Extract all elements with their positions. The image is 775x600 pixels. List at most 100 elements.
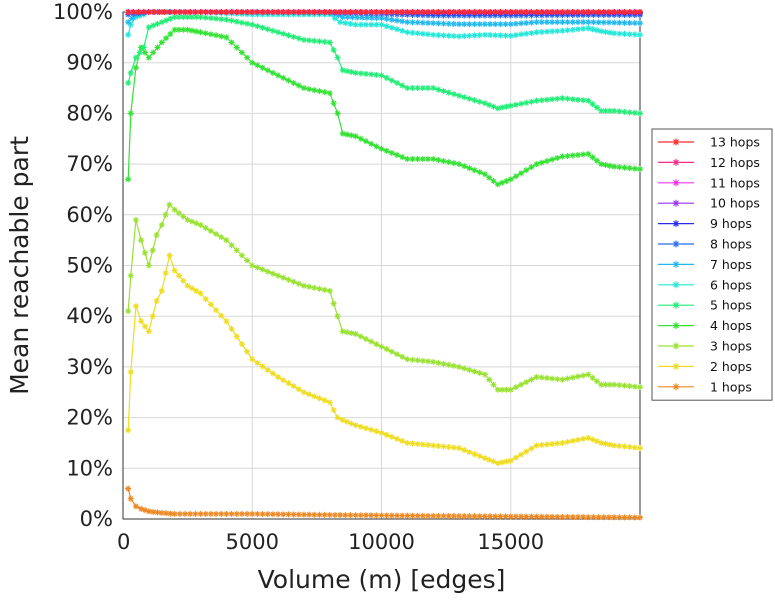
data-point: [197, 221, 204, 228]
data-point: [295, 511, 302, 518]
data-point: [223, 34, 230, 41]
data-point: [605, 514, 612, 521]
data-point: [153, 297, 160, 304]
data-point: [626, 444, 633, 451]
data-point: [378, 21, 385, 28]
data-point: [285, 511, 292, 518]
data-point: [564, 27, 571, 34]
data-point: [631, 383, 638, 390]
data-point: [158, 287, 165, 294]
y-tick-label: 20%: [66, 406, 113, 430]
legend-item: 8 hops: [658, 237, 752, 252]
legend-marker: [672, 199, 680, 207]
data-point: [611, 9, 618, 15]
data-point: [275, 72, 282, 79]
data-point: [213, 307, 220, 314]
data-point: [129, 15, 136, 22]
data-point: [616, 19, 623, 26]
data-point: [352, 9, 359, 15]
data-point: [621, 443, 628, 450]
data-point: [223, 510, 230, 517]
data-point: [280, 377, 287, 384]
legend-marker: [672, 301, 680, 309]
data-point: [290, 9, 297, 15]
legend-label: 3 hops: [710, 339, 752, 354]
data-point: [554, 95, 561, 102]
series-line: [127, 203, 641, 391]
data-point: [461, 365, 468, 372]
data-point: [188, 218, 195, 225]
data-point: [339, 67, 346, 74]
data-point: [306, 391, 313, 398]
data-point: [269, 27, 276, 34]
data-point: [409, 440, 416, 447]
data-point: [153, 232, 160, 239]
data-point: [440, 32, 447, 39]
data-point: [518, 381, 525, 388]
data-point: [445, 512, 452, 519]
data-point: [394, 26, 401, 33]
data-point: [132, 11, 139, 18]
data-point: [339, 328, 346, 335]
data-point: [223, 318, 230, 325]
data-point: [549, 9, 556, 15]
data-point: [569, 513, 576, 520]
data-point: [202, 9, 209, 15]
data-point: [141, 507, 148, 514]
data-point: [476, 9, 483, 15]
data-point: [228, 17, 235, 24]
data-point: [611, 107, 618, 114]
data-point: [238, 341, 245, 348]
data-point: [600, 19, 607, 26]
data-point: [344, 68, 351, 75]
data-point: [290, 383, 297, 390]
data-point: [207, 15, 214, 22]
data-point: [450, 20, 457, 27]
data-point: [399, 18, 406, 25]
legend-marker: [672, 322, 680, 330]
data-point: [507, 457, 514, 464]
data-point: [344, 329, 351, 336]
data-point: [518, 451, 525, 458]
data-point: [238, 9, 245, 15]
data-point: [585, 371, 592, 378]
data-point: [580, 19, 587, 26]
data-point: [559, 9, 566, 15]
data-point: [259, 266, 266, 273]
data-point: [564, 19, 571, 26]
data-point: [337, 512, 344, 519]
data-point: [321, 9, 328, 15]
data-point: [331, 511, 338, 518]
data-point: [254, 510, 261, 517]
data-point: [589, 436, 596, 443]
data-point: [193, 220, 200, 227]
data-point: [490, 458, 497, 465]
data-point: [450, 91, 457, 98]
data-point: [533, 442, 540, 449]
data-point: [321, 397, 328, 404]
data-point: [383, 23, 390, 30]
data-point: [138, 505, 145, 512]
data-point: [518, 20, 525, 27]
data-point: [330, 100, 337, 107]
data-point: [184, 216, 191, 223]
data-point: [184, 282, 191, 289]
data-point: [598, 161, 605, 168]
data-point: [512, 101, 519, 108]
data-point: [156, 9, 163, 15]
data-point: [481, 9, 488, 15]
data-point: [399, 82, 406, 89]
data-point: [132, 64, 139, 71]
data-point: [280, 9, 287, 15]
data-point: [339, 130, 346, 137]
data-point: [616, 442, 623, 449]
data-point: [166, 201, 173, 208]
data-point: [326, 511, 333, 518]
data-point: [378, 9, 385, 15]
data-point: [637, 31, 643, 38]
data-point: [357, 423, 364, 430]
data-point: [414, 440, 421, 447]
data-point: [249, 9, 256, 15]
data-point: [244, 54, 251, 61]
